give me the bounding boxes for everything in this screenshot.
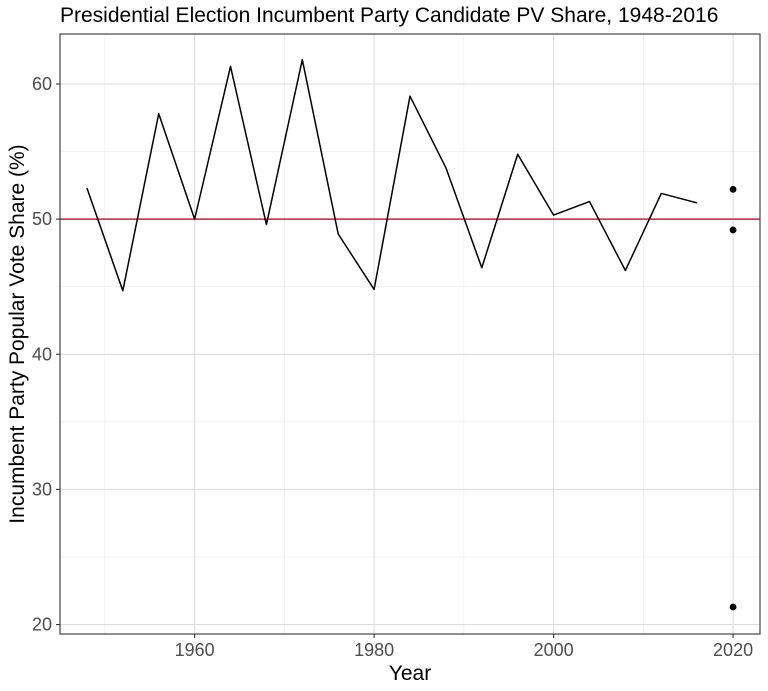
y-tick-label: 50: [32, 209, 52, 229]
x-tick-label: 2020: [713, 640, 753, 660]
x-tick-label: 1980: [354, 640, 394, 660]
scatter-point: [729, 186, 737, 193]
chart-title: Presidential Election Incumbent Party Ca…: [60, 4, 718, 27]
x-tick-label: 1960: [175, 640, 215, 660]
y-tick-label: 30: [32, 479, 52, 499]
scatter-point: [729, 226, 737, 234]
x-axis-title: Year: [389, 662, 431, 685]
x-tick-label: 2000: [534, 640, 574, 660]
y-tick-label: 60: [32, 74, 52, 94]
y-axis-title: Incumbent Party Popular Vote Share (%): [6, 144, 29, 523]
grid-lines: [60, 34, 760, 634]
data-series: [86, 58, 737, 611]
y-tick-label: 20: [32, 615, 52, 635]
y-tick-label: 40: [32, 344, 52, 364]
panel-border: [59, 33, 761, 635]
scatter-point: [729, 603, 737, 611]
series-line: [86, 58, 698, 292]
